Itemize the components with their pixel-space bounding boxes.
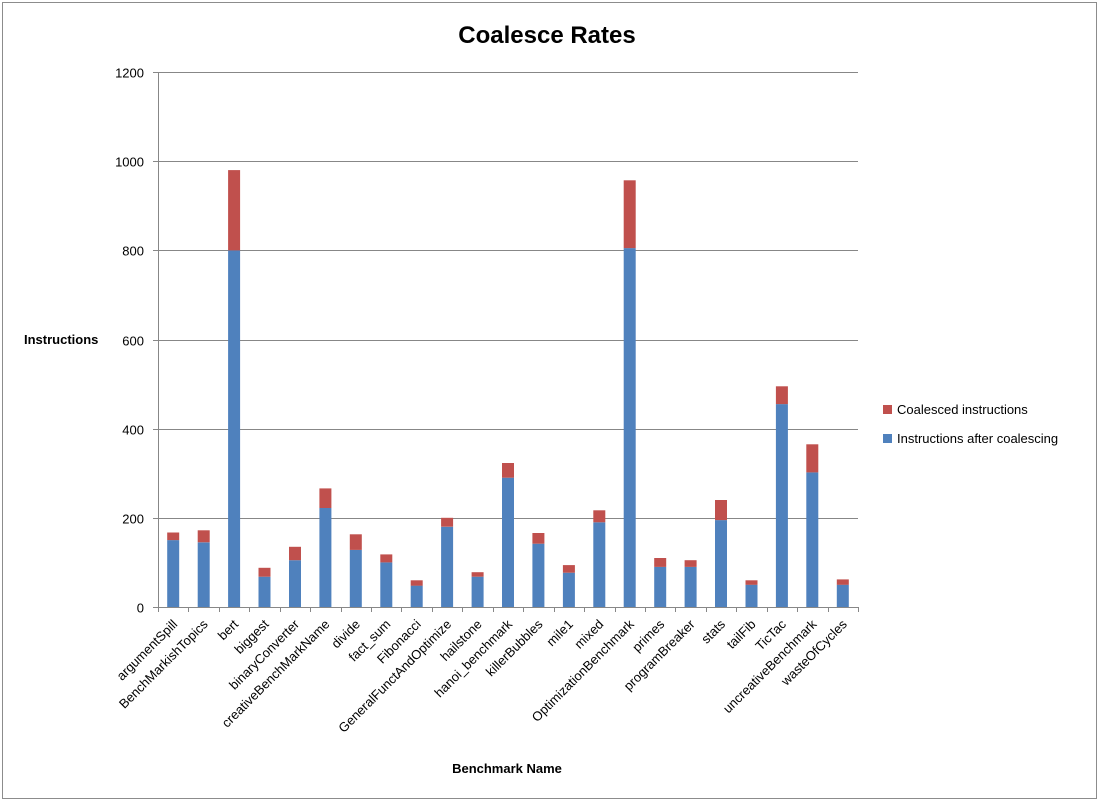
y-tick-label: 400 <box>122 423 144 438</box>
bar-segment <box>319 488 332 508</box>
y-tick-label: 1200 <box>115 66 144 81</box>
bar-segment <box>502 463 514 478</box>
bar-segment <box>349 549 362 607</box>
x-axis-label: Benchmark Name <box>452 761 562 776</box>
legend-label: Coalesced instructions <box>897 402 1028 417</box>
bar-segment <box>745 580 758 585</box>
bar-segment <box>715 500 727 521</box>
bar-segment <box>228 170 241 251</box>
y-tick-label: 0 <box>137 601 144 616</box>
y-tick-label: 600 <box>122 334 144 349</box>
bar-segment <box>167 532 180 541</box>
bar-segment <box>806 444 819 473</box>
legend: Coalesced instructions Instructions after… <box>883 402 1058 446</box>
bar-segment <box>167 540 180 607</box>
bars <box>167 170 849 608</box>
stacked-bar-chart: Coalesce Rates 020040060080010001200argu… <box>24 22 1058 776</box>
bar-segment <box>289 560 301 607</box>
y-tick-label: 800 <box>122 244 144 259</box>
bar-segment <box>593 522 606 607</box>
legend-swatch <box>883 434 892 443</box>
bar-segment <box>258 576 271 607</box>
bar-segment <box>562 565 575 573</box>
x-tick-label: tailFib <box>723 617 758 652</box>
y-axis-label: Instructions <box>24 332 98 347</box>
bar-segment <box>593 510 606 523</box>
bar-segment <box>380 562 393 607</box>
bar-segment <box>623 180 636 249</box>
bar-segment <box>441 526 454 608</box>
bar-segment <box>441 517 454 527</box>
bar-segment <box>349 534 362 550</box>
bar-segment <box>836 579 849 585</box>
bar-segment <box>228 250 241 608</box>
bar-segment <box>197 542 210 607</box>
gridlines <box>158 72 858 519</box>
bar-segment <box>715 520 727 607</box>
bar-segment <box>380 554 393 563</box>
chart-title: Coalesce Rates <box>458 22 635 49</box>
bar-segment <box>532 533 545 544</box>
y-tick-label: 1000 <box>115 155 144 170</box>
x-tick-label: mile1 <box>543 617 576 650</box>
bar-segment <box>502 477 514 607</box>
bar-segment <box>471 572 484 577</box>
bar-segment <box>775 386 788 405</box>
legend-label: Instructions after coalescing <box>897 431 1058 446</box>
bar-segment <box>471 576 484 607</box>
bar-segment <box>623 248 636 607</box>
bar-segment <box>806 472 819 607</box>
bar-segment <box>289 546 301 561</box>
bar-segment <box>654 558 667 567</box>
bar-segment <box>258 567 271 577</box>
legend-swatch <box>883 405 892 414</box>
bar-segment <box>319 508 332 607</box>
bar-segment <box>410 580 423 586</box>
axes: 020040060080010001200argumentSpillBenchM… <box>114 66 859 735</box>
bar-segment <box>654 566 667 607</box>
y-tick-label: 200 <box>122 512 144 527</box>
bar-segment <box>410 585 423 607</box>
bar-segment <box>197 530 210 543</box>
bar-segment <box>562 572 575 607</box>
bar-segment <box>532 543 545 607</box>
bar-segment <box>684 560 697 567</box>
bar-segment <box>684 566 697 607</box>
bar-segment <box>745 584 758 607</box>
bar-segment <box>836 584 849 607</box>
bar-segment <box>775 404 788 607</box>
